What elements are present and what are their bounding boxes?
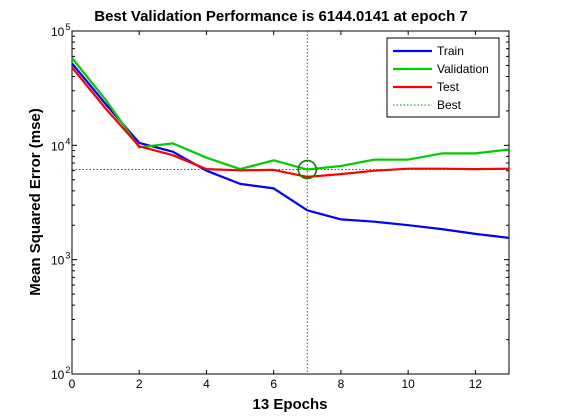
y-tick-label: 103 bbox=[51, 251, 70, 268]
series-line-train bbox=[71, 62, 510, 239]
x-tick-label: 12 bbox=[469, 377, 483, 391]
x-tick-label: 8 bbox=[338, 377, 345, 391]
x-tick-label: 10 bbox=[401, 377, 415, 391]
y-tick-exponent: 3 bbox=[65, 251, 70, 261]
legend-label-best: Best bbox=[437, 98, 462, 112]
legend-label-train: Train bbox=[437, 44, 464, 58]
x-tick-label: 2 bbox=[136, 377, 143, 391]
x-tick-label: 6 bbox=[270, 377, 277, 391]
x-axis-label: 13 Epochs bbox=[252, 396, 327, 413]
series-lines bbox=[71, 57, 510, 239]
y-tick-label: 105 bbox=[51, 22, 70, 39]
y-axis-label: Mean Squared Error (mse) bbox=[27, 108, 44, 296]
legend: Train Validation Test Best bbox=[386, 37, 500, 118]
legend-label-validation: Validation bbox=[437, 62, 489, 76]
y-tick-exponent: 5 bbox=[65, 22, 70, 32]
x-ticks: 0 2 4 6 8 10 12 bbox=[69, 31, 483, 391]
best-circle-marker bbox=[297, 159, 318, 180]
y-tick-label: 104 bbox=[51, 136, 70, 153]
y-tick-exponent: 4 bbox=[65, 136, 70, 146]
y-tick-exponent: 2 bbox=[65, 365, 70, 375]
x-tick-label: 4 bbox=[203, 377, 210, 391]
best-marker bbox=[297, 159, 318, 180]
chart-title: Best Validation Performance is 6144.0141… bbox=[94, 8, 468, 25]
legend-label-test: Test bbox=[437, 80, 460, 94]
series-line-test bbox=[71, 66, 510, 178]
x-tick-label: 0 bbox=[69, 377, 76, 391]
y-tick-label: 102 bbox=[51, 365, 70, 382]
